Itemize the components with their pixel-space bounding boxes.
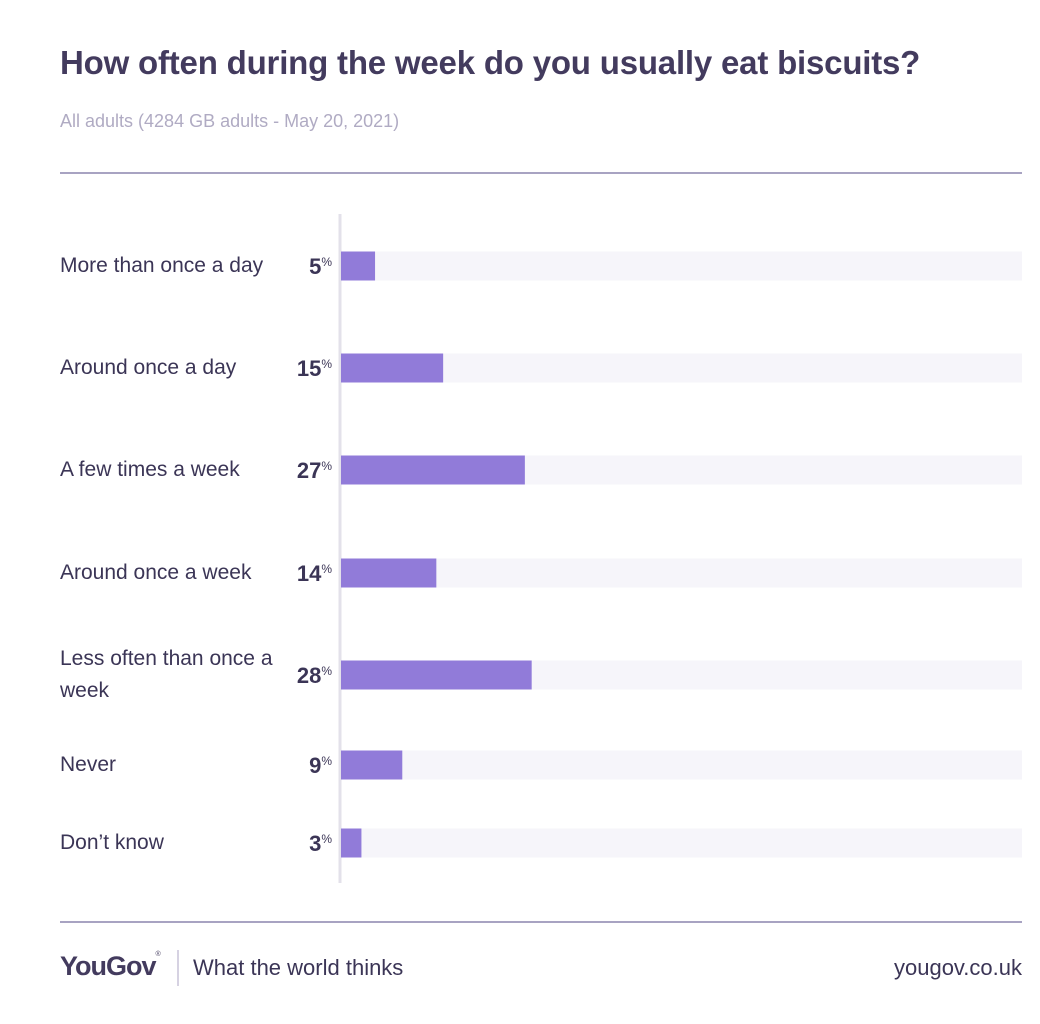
category-label: More than once a day: [60, 254, 264, 277]
top-divider: [60, 172, 1022, 174]
category-label: Less often than once a week: [60, 647, 273, 702]
data-label: 28%: [297, 663, 332, 688]
category-label: Don’t know: [60, 831, 164, 854]
category-label: Never: [60, 753, 117, 776]
bar-track: [341, 353, 1022, 383]
bar: [341, 455, 525, 485]
bar: [341, 558, 437, 588]
category-label: A few times a week: [60, 458, 240, 481]
bar-track: [341, 828, 1022, 858]
bar: [341, 353, 444, 383]
data-label: 5%: [309, 254, 332, 279]
chart-title: How often during the week do you usually…: [60, 44, 921, 81]
footer-tagline: What the world thinks: [193, 955, 404, 980]
bar-track: [341, 750, 1022, 780]
yougov-logo: YouGov®: [60, 951, 161, 981]
data-label: 15%: [297, 356, 332, 381]
bottom-divider: [60, 921, 1022, 923]
category-label: Around once a week: [60, 561, 252, 584]
data-label: 3%: [309, 831, 332, 856]
footer-url[interactable]: yougov.co.uk: [893, 955, 1022, 980]
footer-separator: [177, 950, 179, 986]
bar-track: [341, 558, 1022, 588]
data-label: 14%: [297, 561, 332, 586]
bar: [341, 828, 362, 858]
data-label: 9%: [309, 753, 332, 778]
bar: [341, 750, 403, 780]
category-label: Around once a day: [60, 356, 237, 379]
chart-subtitle: All adults (4284 GB adults - May 20, 202…: [60, 111, 400, 131]
bar: [341, 660, 532, 690]
bar: [341, 251, 376, 281]
data-label: 27%: [297, 458, 332, 483]
bar-track: [341, 251, 1022, 281]
